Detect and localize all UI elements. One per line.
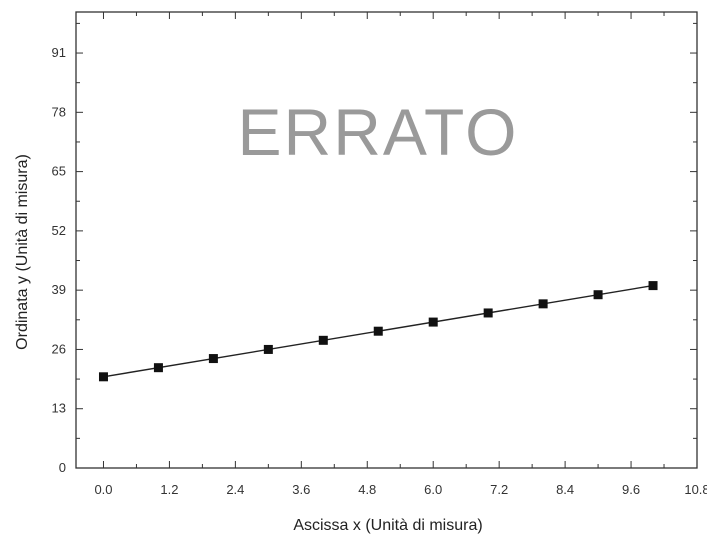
x-tick-label: 6.0 bbox=[424, 482, 442, 497]
data-point bbox=[98, 372, 108, 382]
x-tick-label: 3.6 bbox=[292, 482, 310, 497]
x-tick-label: 9.6 bbox=[622, 482, 640, 497]
data-point bbox=[593, 290, 603, 300]
data-point bbox=[538, 299, 548, 309]
y-tick-label: 52 bbox=[52, 223, 66, 238]
y-tick-label: 39 bbox=[52, 282, 66, 297]
data-points bbox=[98, 281, 658, 382]
data-point bbox=[483, 308, 493, 318]
y-tick-label: 26 bbox=[52, 341, 66, 356]
x-tick-label: 2.4 bbox=[226, 482, 244, 497]
x-tick-label: 4.8 bbox=[358, 482, 376, 497]
y-tick-label: 91 bbox=[52, 45, 66, 60]
data-point bbox=[318, 335, 328, 345]
x-tick-label: 0.0 bbox=[94, 482, 112, 497]
x-axis-ticks: 0.0 1.2 2.4 3.6 4.8 6.0 7.2 8.4 9.6 10.8 bbox=[94, 12, 707, 497]
data-point bbox=[153, 363, 163, 373]
y-tick-label: 65 bbox=[52, 164, 66, 179]
x-tick-label: 8.4 bbox=[556, 482, 574, 497]
plot-frame bbox=[75, 11, 698, 469]
x-tick-label: 10.8 bbox=[684, 482, 707, 497]
data-point bbox=[263, 344, 273, 354]
x-tick-label: 1.2 bbox=[160, 482, 178, 497]
data-point bbox=[373, 326, 383, 336]
y-tick-label: 78 bbox=[52, 104, 66, 119]
data-point bbox=[208, 354, 218, 364]
y-axis-title: Ordinata y (Unità di misura) bbox=[14, 154, 31, 350]
x-axis-title: Ascissa x (Unità di misura) bbox=[293, 517, 482, 534]
chart-annotation: ERRATO bbox=[238, 95, 519, 169]
y-tick-label: 13 bbox=[52, 401, 66, 416]
x-tick-label: 7.2 bbox=[490, 482, 508, 497]
y-tick-label: 0 bbox=[59, 460, 66, 475]
data-point bbox=[648, 281, 658, 291]
y-axis-ticks: 0 13 26 39 52 65 78 91 bbox=[52, 22, 697, 475]
data-point bbox=[428, 317, 438, 327]
